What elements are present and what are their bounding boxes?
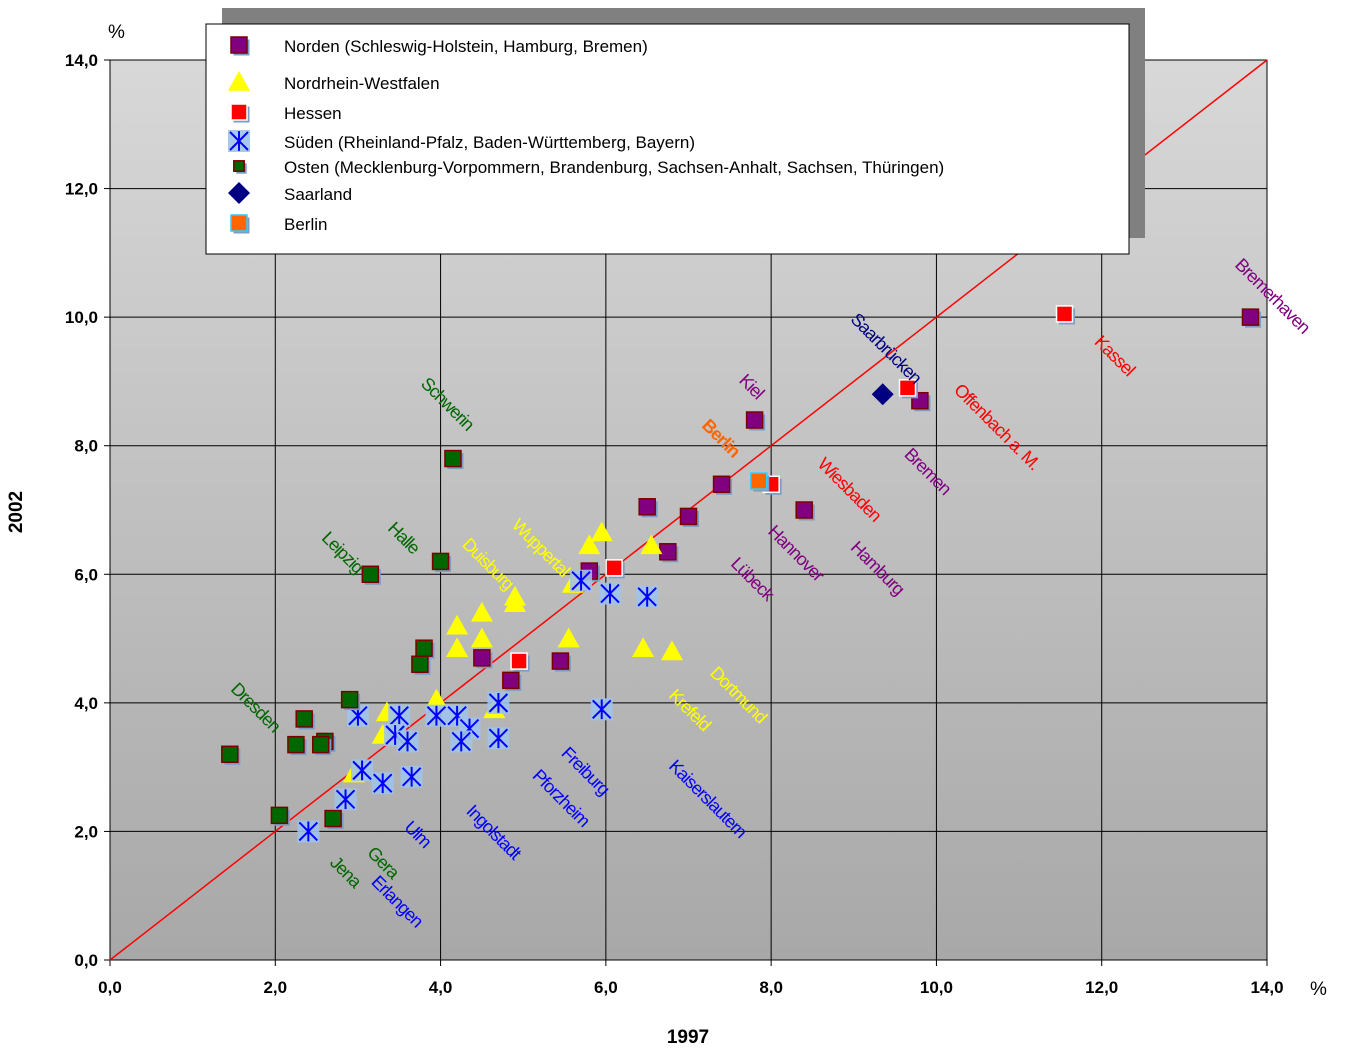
data-point-sueden bbox=[488, 728, 509, 749]
data-point-nrw bbox=[425, 688, 448, 709]
data-point-sueden bbox=[298, 821, 319, 842]
legend-label-norden: Norden (Schleswig-Holstein, Hamburg, Bre… bbox=[284, 37, 648, 56]
data-point-osten bbox=[415, 639, 433, 657]
data-point-sueden bbox=[488, 692, 509, 713]
data-point-hessen bbox=[1055, 305, 1074, 323]
legend-marker-norden bbox=[230, 36, 248, 54]
y-tick-label: 12,0 bbox=[65, 180, 98, 199]
data-point-norden bbox=[502, 671, 520, 690]
y-tick-label: 2,0 bbox=[74, 822, 98, 841]
data-point-sueden bbox=[389, 705, 409, 726]
data-point-nrw bbox=[446, 614, 469, 635]
data-point-sueden bbox=[637, 586, 657, 607]
data-point-norden bbox=[745, 411, 764, 429]
data-point-sueden bbox=[426, 705, 447, 726]
data-point-norden bbox=[638, 498, 656, 516]
data-point-nrw bbox=[660, 640, 683, 661]
legend: Norden (Schleswig-Holstein, Hamburg, Bre… bbox=[228, 36, 944, 234]
data-point-osten bbox=[340, 690, 359, 709]
y-tick-label: 10,0 bbox=[65, 308, 98, 327]
y-tick-label: 8,0 bbox=[74, 437, 98, 456]
data-point-norden bbox=[679, 507, 698, 526]
legend-label-hessen: Hessen bbox=[284, 104, 342, 123]
data-point-hessen bbox=[898, 379, 917, 397]
axis-ticks: 0,00,0 2,0 2,0 4,0 4,0 6,0 6,0 8,0 8,0 10,0 10,0 12… bbox=[65, 51, 1284, 997]
data-point-berlin bbox=[749, 472, 768, 490]
data-point-osten bbox=[287, 735, 305, 754]
data-point-sueden bbox=[352, 760, 372, 781]
data-point-sueden bbox=[373, 773, 393, 794]
data-point-sueden bbox=[451, 731, 471, 752]
y-axis-title: 2002 bbox=[6, 491, 27, 533]
legend-marker-hessen bbox=[230, 103, 248, 121]
data-point-osten bbox=[444, 449, 462, 468]
data-point-osten bbox=[221, 745, 239, 764]
data-point-nrw bbox=[503, 592, 526, 613]
data-point-norden bbox=[1241, 308, 1260, 326]
legend-marker-nrw bbox=[228, 71, 250, 91]
x-tick-label: 12,0 bbox=[1085, 978, 1118, 997]
x-tick-label: 2,0 bbox=[263, 978, 287, 997]
legend-box bbox=[205, 23, 1130, 255]
x-axis-title: 1997 bbox=[667, 1027, 709, 1048]
data-point-nrw bbox=[470, 627, 493, 648]
legend-label-berlin: Berlin bbox=[284, 215, 327, 234]
data-point-sueden bbox=[592, 699, 612, 720]
data-point-osten bbox=[311, 735, 330, 754]
data-point-nrw bbox=[640, 534, 663, 555]
x-tick-label: 4,0 bbox=[429, 978, 453, 997]
data-point-osten bbox=[324, 809, 342, 828]
data-point-osten bbox=[431, 552, 450, 571]
data-point-osten bbox=[361, 565, 380, 584]
data-point-sueden bbox=[571, 570, 591, 591]
data-point-sueden bbox=[600, 583, 620, 604]
x-tick-label: 10,0 bbox=[920, 978, 953, 997]
y-unit-label: % bbox=[108, 22, 125, 43]
legend-marker-osten bbox=[233, 160, 245, 172]
data-point-osten bbox=[270, 806, 289, 825]
data-point-nrw bbox=[590, 521, 613, 542]
legend-marker-sueden bbox=[229, 131, 249, 151]
legend-label-sueden: Süden (Rheinland-Pfalz, Baden-Württember… bbox=[284, 133, 695, 152]
legend-marker-saarland bbox=[228, 182, 250, 204]
x-unit-label: % bbox=[1310, 979, 1327, 1000]
data-point-saarland bbox=[871, 383, 894, 406]
legend-label-nrw: Nordrhein-Westfalen bbox=[284, 74, 440, 93]
legend-label-saarland: Saarland bbox=[284, 185, 352, 204]
data-point-osten bbox=[411, 655, 429, 674]
data-point-nrw bbox=[470, 601, 493, 622]
data-point-osten bbox=[295, 710, 313, 728]
x-tick-label: 0,0 bbox=[98, 978, 122, 997]
data-point-nrw bbox=[632, 637, 655, 658]
y-tick-label: 4,0 bbox=[74, 694, 98, 713]
y-tick-label: 0,0 bbox=[74, 951, 98, 970]
data-point-norden bbox=[551, 652, 570, 670]
data-point-hessen bbox=[605, 559, 623, 577]
x-tick-label: 6,0 bbox=[594, 978, 618, 997]
data-point-sueden bbox=[397, 731, 418, 752]
data-point-sueden bbox=[335, 789, 356, 810]
data-point-norden bbox=[659, 543, 677, 561]
data-point-sueden bbox=[401, 766, 422, 787]
data-points bbox=[221, 305, 1261, 843]
y-tick-label: 6,0 bbox=[74, 565, 98, 584]
data-point-nrw bbox=[446, 637, 469, 658]
legend-label-osten: Osten (Mecklenburg-Vorpommern, Brandenbu… bbox=[284, 158, 944, 177]
data-point-norden bbox=[712, 475, 731, 494]
x-tick-label: 8,0 bbox=[759, 978, 783, 997]
data-point-nrw bbox=[578, 534, 601, 555]
legend-marker-berlin bbox=[230, 214, 248, 232]
x-tick-label: 14,0 bbox=[1250, 978, 1283, 997]
data-point-norden bbox=[795, 501, 813, 519]
data-point-norden bbox=[473, 649, 491, 667]
data-point-nrw bbox=[557, 627, 580, 648]
data-point-hessen bbox=[510, 652, 528, 670]
y-tick-label: 14,0 bbox=[65, 51, 98, 70]
